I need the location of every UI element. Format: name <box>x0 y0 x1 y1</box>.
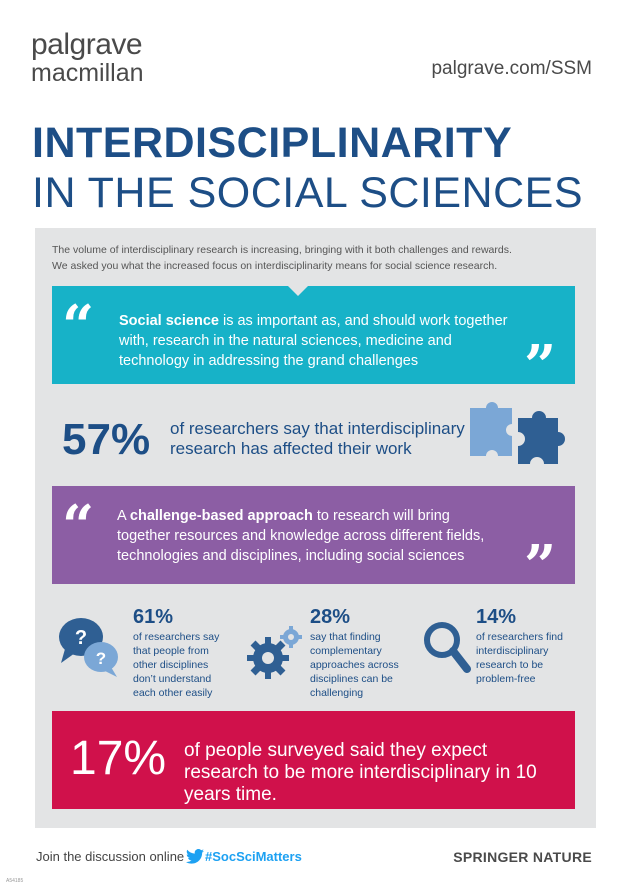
springer-nature-logo: SPRINGER NATURE <box>453 849 592 865</box>
quote2-prefix: A <box>117 508 130 524</box>
logo-macmillan: macmillan <box>31 59 144 87</box>
quote-open-icon: “ <box>62 293 95 359</box>
gears-icon <box>247 626 302 679</box>
stat-28-value: 28% <box>310 606 351 628</box>
quote-close-icon: ” <box>524 533 557 599</box>
quote2-body: to research will bring together resource… <box>117 508 485 564</box>
intro-line-1: The volume of interdisciplinary research… <box>52 244 512 256</box>
stat-17-box <box>52 711 575 809</box>
intro-line-2: We asked you what the increased focus on… <box>52 260 498 272</box>
footer-join-text: Join the discussion online <box>36 849 185 864</box>
box-notch <box>286 284 310 296</box>
hashtag-link[interactable]: #SocSciMatters <box>205 849 302 864</box>
svg-text:?: ? <box>96 649 106 668</box>
page-title: INTERDISCIPLINARITY <box>32 119 513 167</box>
quote-box-challenge <box>52 486 575 584</box>
logo-palgrave: palgrave <box>31 28 143 61</box>
stat-61-text: of researchers say that people from othe… <box>133 631 220 699</box>
stat-17-value: 17% <box>70 732 167 785</box>
quote-open-icon: “ <box>62 493 95 559</box>
stat-14-value: 14% <box>476 606 517 628</box>
twitter-icon[interactable] <box>186 849 204 864</box>
website-link[interactable]: palgrave.com/SSM <box>431 58 592 79</box>
page-subtitle: IN THE SOCIAL SCIENCES <box>32 169 584 217</box>
quote-box-social-science <box>52 286 575 384</box>
quote-challenge-text: A challenge-based approach to research w… <box>117 506 497 566</box>
stat-17-text: of people surveyed said they expect rese… <box>184 740 537 805</box>
intro-text: The volume of interdisciplinary research… <box>52 242 587 274</box>
quote-body: is as important as, and should work toge… <box>119 313 508 369</box>
svg-text:?: ? <box>75 627 87 649</box>
magnifier-icon <box>424 622 471 673</box>
question-bubbles-icon: ? ? <box>59 618 118 677</box>
quote-social-science-text: Social science is as important as, and s… <box>119 311 509 371</box>
quote-bold: Social science <box>119 313 219 329</box>
quote2-bold: challenge-based approach <box>129 508 313 524</box>
stat-57-text: of researchers say that interdisciplinar… <box>170 419 465 458</box>
stat-14-text: of researchers find interdisciplinary re… <box>476 631 563 685</box>
stat-57-value: 57% <box>62 415 151 464</box>
quote-close-icon: ” <box>524 333 557 399</box>
stat-61-value: 61% <box>133 606 174 628</box>
reference-code: A54185 <box>6 878 24 884</box>
stat-28-text: say that finding complementary approache… <box>310 631 399 699</box>
puzzle-icon <box>470 402 565 464</box>
